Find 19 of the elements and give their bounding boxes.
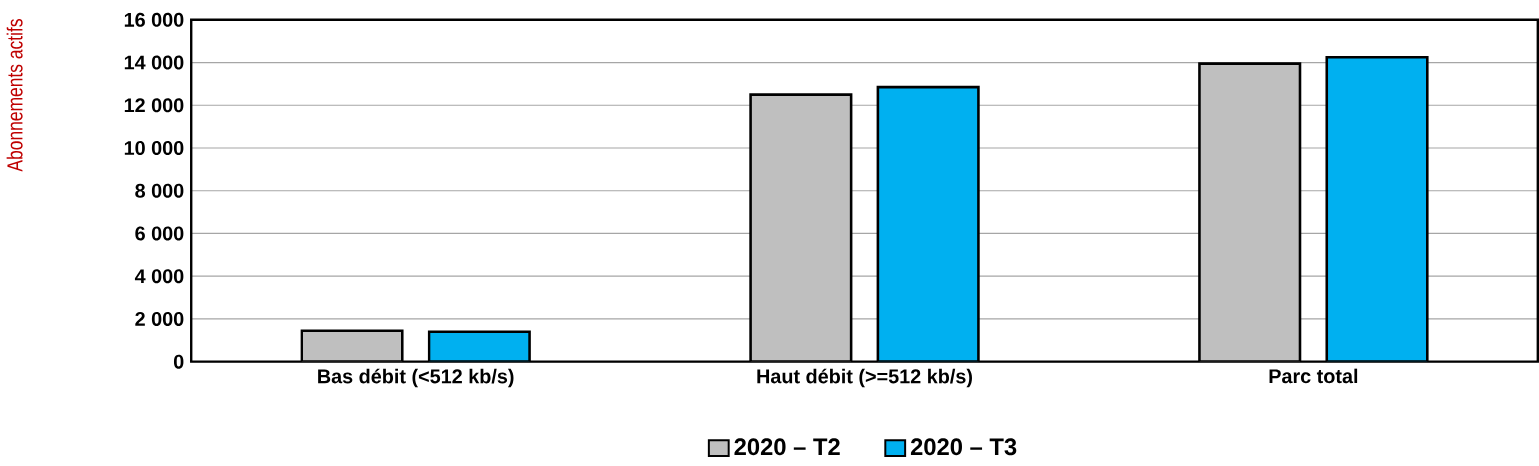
y-tick-label: 0 bbox=[173, 354, 184, 369]
y-tick-label: 4 000 bbox=[134, 269, 184, 284]
bar bbox=[876, 85, 980, 362]
y-tick-label: 6 000 bbox=[135, 226, 184, 241]
legend-label: 2020 – T2 bbox=[734, 438, 840, 456]
y-tick-label: 2 000 bbox=[135, 311, 184, 326]
y-tick-label: 8 000 bbox=[135, 183, 184, 198]
y-tick-label: 14 000 bbox=[124, 55, 184, 70]
y-tick-label: 10 000 bbox=[124, 141, 184, 156]
x-tick-label: Parc total bbox=[1269, 368, 1358, 384]
x-tick-label: Haut débit (>=512 kb/s) bbox=[757, 368, 972, 388]
y-axis-title: Abonnements actifs bbox=[6, 19, 23, 172]
y-tick-label: 16 000 bbox=[124, 12, 184, 27]
y-tick-label: 12 000 bbox=[124, 98, 184, 113]
bar bbox=[1325, 55, 1429, 362]
bar bbox=[749, 93, 853, 362]
legend-label: 2020 – T3 bbox=[910, 438, 1017, 456]
x-tick-label: Bas débit (<512 kb/s) bbox=[318, 368, 514, 388]
bar bbox=[1198, 62, 1302, 362]
